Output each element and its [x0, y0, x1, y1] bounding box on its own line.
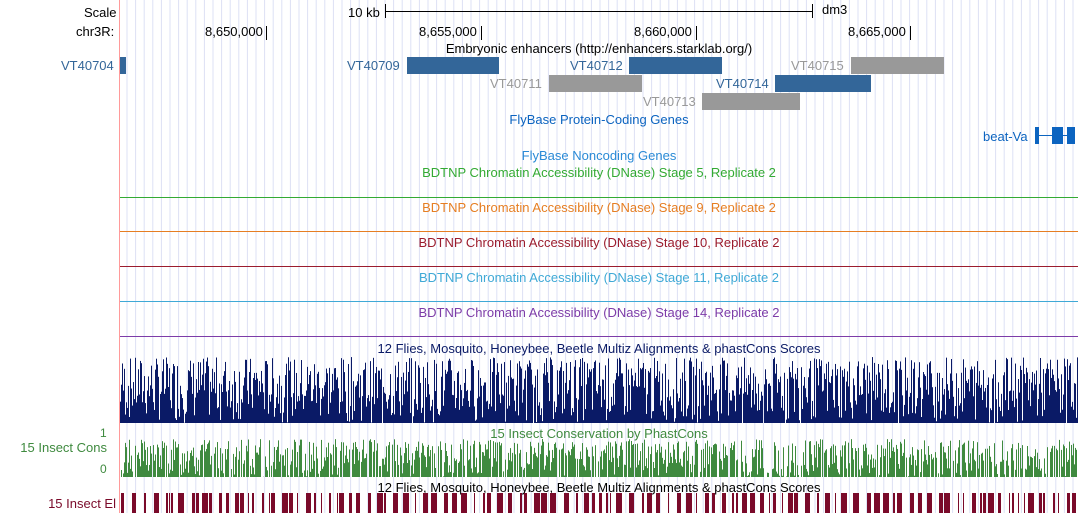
- insect-cons-ymax: 1: [100, 426, 107, 440]
- scale-bar-right-tick: [812, 4, 813, 18]
- flybase-coding-title: FlyBase Protein-Coding Genes: [509, 112, 689, 127]
- ruler-tick-label: 8,665,000: [848, 24, 906, 39]
- flybase-noncoding-title: FlyBase Noncoding Genes: [521, 148, 677, 163]
- ruler-tick: [696, 26, 697, 40]
- grid-lines: [126, 0, 1074, 513]
- multiz-track-title: 12 Flies, Mosquito, Honeybee, Beetle Mul…: [377, 341, 821, 356]
- dnase-stage10-signal[interactable]: [119, 266, 1078, 267]
- window-left-edge-line: [119, 0, 120, 513]
- scale-bar-text: 10 kb: [348, 5, 380, 20]
- enhancer-label-VT40711[interactable]: VT40711: [490, 76, 542, 91]
- dnase-stage9-signal[interactable]: [119, 231, 1078, 232]
- assembly-label: dm3: [822, 2, 848, 17]
- ruler-tick: [481, 26, 482, 40]
- insect-el-side-label[interactable]: 15 Insect El: [48, 496, 116, 511]
- enhancer-feature-VT40709[interactable]: [407, 57, 499, 74]
- dnase-stage9-title: BDTNP Chromatin Accessibility (DNase) St…: [422, 200, 776, 215]
- enhancer-label-VT40704[interactable]: VT40704: [61, 58, 114, 73]
- enhancer-feature-VT40712[interactable]: [629, 57, 722, 74]
- ruler-tick-label: 8,655,000: [419, 24, 477, 39]
- ruler-tick-label: 8,650,000: [205, 24, 263, 39]
- scale-bar-left-tick: [385, 4, 386, 18]
- ruler-tick: [266, 26, 267, 40]
- dnase-stage14-signal[interactable]: [119, 336, 1078, 337]
- enhancer-label-VT40714[interactable]: VT40714: [716, 76, 769, 91]
- ruler-tick-label: 8,660,000: [634, 24, 692, 39]
- insect-cons-wiggle[interactable]: [119, 437, 1078, 477]
- enhancer-feature-VT40714[interactable]: [775, 75, 871, 92]
- track-area[interactable]: 10 kb dm3 8,650,000 8,655,000 8,660,000 …: [119, 0, 1078, 513]
- ruler-tick: [910, 26, 911, 40]
- insect-cons-side-label[interactable]: 15 Insect Cons: [20, 440, 107, 455]
- chrom-label: chr3R:: [76, 24, 115, 39]
- scale-bar: [385, 11, 813, 12]
- enhancer-label-VT40712[interactable]: VT40712: [570, 58, 623, 73]
- dnase-stage5-title: BDTNP Chromatin Accessibility (DNase) St…: [422, 165, 776, 180]
- enhancer-label-VT40715[interactable]: VT40715: [791, 58, 844, 73]
- track-label-column: Scale chr3R: VT40704 15 Insect Cons 1 0 …: [0, 0, 119, 513]
- insect-cons-ymin: 0: [100, 462, 107, 476]
- dnase-stage14-title: BDTNP Chromatin Accessibility (DNase) St…: [418, 305, 780, 320]
- insect-el-elements[interactable]: [119, 493, 1078, 513]
- enhancer-feature-VT40715[interactable]: [851, 57, 944, 74]
- dnase-stage11-signal[interactable]: [119, 301, 1078, 302]
- enhancers-track-title: Embryonic enhancers (http://enhancers.st…: [445, 41, 753, 56]
- multiz-conservation-wiggle[interactable]: [119, 353, 1078, 423]
- dnase-stage5-signal[interactable]: [119, 197, 1078, 198]
- enhancer-label-VT40713[interactable]: VT40713: [643, 94, 696, 109]
- dnase-stage11-title: BDTNP Chromatin Accessibility (DNase) St…: [418, 270, 780, 285]
- gene-label-beat-Va[interactable]: beat-Va: [983, 129, 1028, 144]
- insect-cons-title: 15 Insect Conservation by PhastCons: [490, 426, 708, 441]
- scale-label: Scale: [84, 5, 117, 20]
- enhancer-label-VT40709[interactable]: VT40709: [347, 58, 400, 73]
- insect-el-title: 12 Flies, Mosquito, Honeybee, Beetle Mul…: [377, 480, 821, 495]
- dnase-stage10-title: BDTNP Chromatin Accessibility (DNase) St…: [418, 235, 780, 250]
- enhancer-feature-VT40711[interactable]: [549, 75, 642, 92]
- enhancer-feature-VT40704[interactable]: [119, 57, 126, 74]
- enhancer-feature-VT40713[interactable]: [702, 93, 800, 110]
- gene-model-beat-Va[interactable]: [1035, 127, 1075, 144]
